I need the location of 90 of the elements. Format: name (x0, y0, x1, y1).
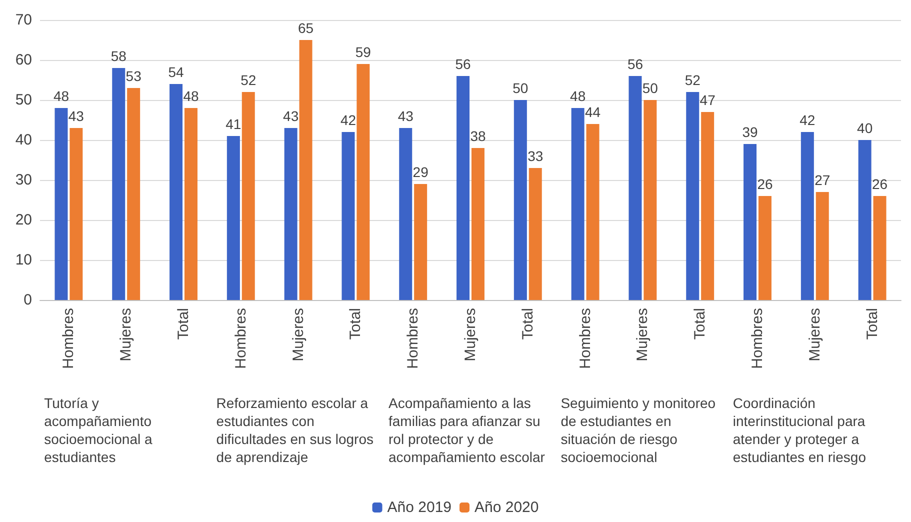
bar (112, 68, 126, 300)
data-label: 42 (800, 112, 816, 128)
bar (170, 84, 183, 300)
legend-label: Año 2020 (474, 499, 539, 516)
data-label: 26 (872, 176, 888, 192)
data-label: 26 (757, 176, 773, 192)
x-tick-label: Mujeres (290, 308, 307, 362)
x-tick-label: Hombres (749, 308, 766, 369)
bar (70, 128, 83, 300)
data-label: 59 (355, 44, 372, 60)
data-label: 43 (68, 108, 84, 124)
bar (571, 108, 584, 300)
bar (399, 128, 412, 300)
data-label: 52 (240, 72, 256, 88)
x-tick-label: Mujeres (118, 308, 135, 362)
text: Tutoría y acompañamiento socioemocional a estudiantes (44, 395, 156, 465)
bar (127, 88, 140, 300)
data-label: 43 (283, 108, 299, 124)
text: Seguimiento y monitoreo de estudiantes en situación de riesgo socioemocional (560, 395, 720, 465)
x-tick-label: Total (175, 308, 192, 340)
data-label: 58 (110, 48, 127, 64)
data-label: 56 (627, 56, 644, 72)
bar (800, 132, 814, 300)
x-tick-label: Hombres (404, 308, 422, 369)
y-tick-label: 10 (15, 252, 32, 268)
data-label: 50 (512, 80, 528, 96)
bar (471, 148, 484, 300)
x-tick-label: Mujeres (634, 308, 652, 362)
data-label: 41 (226, 116, 242, 132)
y-tick-label: 60 (15, 52, 32, 68)
y-tick-label: 50 (15, 92, 32, 108)
bar (456, 76, 470, 300)
bar (528, 168, 542, 300)
data-label: 48 (183, 88, 199, 104)
data-label: 52 (684, 72, 701, 88)
x-tick-label: Hombres (232, 308, 250, 369)
text: Reforzamiento escolar a estudiantes con dificultades en sus logros de aprendizaje (216, 395, 378, 465)
data-label: 48 (53, 88, 70, 104)
data-label: 27 (814, 172, 830, 188)
x-tick-label: Total (347, 308, 364, 340)
data-label: 39 (742, 124, 758, 140)
data-label: 50 (642, 80, 658, 96)
legend-label: Año 2019 (387, 499, 452, 516)
bar (242, 92, 255, 300)
bar (701, 112, 714, 300)
bar (628, 76, 642, 300)
y-tick-label: 0 (24, 292, 32, 308)
x-tick-label: Mujeres (806, 308, 824, 362)
bar (744, 144, 757, 300)
data-label: 33 (528, 148, 544, 164)
bar (858, 140, 872, 300)
data-label: 65 (298, 20, 314, 36)
text: Acompañamiento a las familias para afianzar su rol protector y de acompañamiento escolar (388, 395, 546, 465)
data-label: 47 (700, 92, 716, 108)
bar (816, 192, 829, 300)
data-label: 29 (412, 164, 429, 180)
bar (586, 124, 600, 300)
data-label: 44 (584, 104, 601, 120)
bar (184, 108, 198, 300)
x-tick-label: Mujeres (462, 308, 479, 362)
y-tick-label: 20 (15, 212, 32, 228)
bar (414, 184, 428, 300)
x-tick-label: Hombres (60, 308, 78, 369)
data-label: 38 (470, 128, 486, 144)
data-label: 42 (340, 112, 356, 128)
x-tick-label: Total (519, 308, 536, 340)
y-tick-label: 40 (15, 132, 32, 148)
bar (644, 100, 657, 300)
data-label: 40 (857, 120, 873, 136)
x-tick-label: Total (692, 308, 709, 340)
data-label: 54 (168, 64, 184, 80)
bar (54, 108, 68, 300)
bar (226, 136, 240, 300)
data-label: 56 (455, 56, 472, 72)
bar (284, 128, 298, 300)
bar (342, 132, 355, 300)
y-tick-label: 30 (15, 172, 32, 188)
bar (356, 64, 370, 300)
data-label: 53 (126, 68, 142, 84)
data-label: 48 (570, 88, 586, 104)
data-label: 43 (398, 108, 414, 124)
bar (299, 40, 312, 300)
bar (514, 100, 527, 300)
bar (758, 196, 772, 300)
bar (873, 196, 886, 300)
y-tick-label: 70 (15, 12, 32, 28)
bar (686, 92, 700, 300)
x-tick-label: Hombres (576, 308, 594, 369)
x-tick-label: Total (864, 308, 881, 340)
text: Coordinación interinstitucional para atender y proteger a estudiantes en riesgo (732, 395, 870, 465)
